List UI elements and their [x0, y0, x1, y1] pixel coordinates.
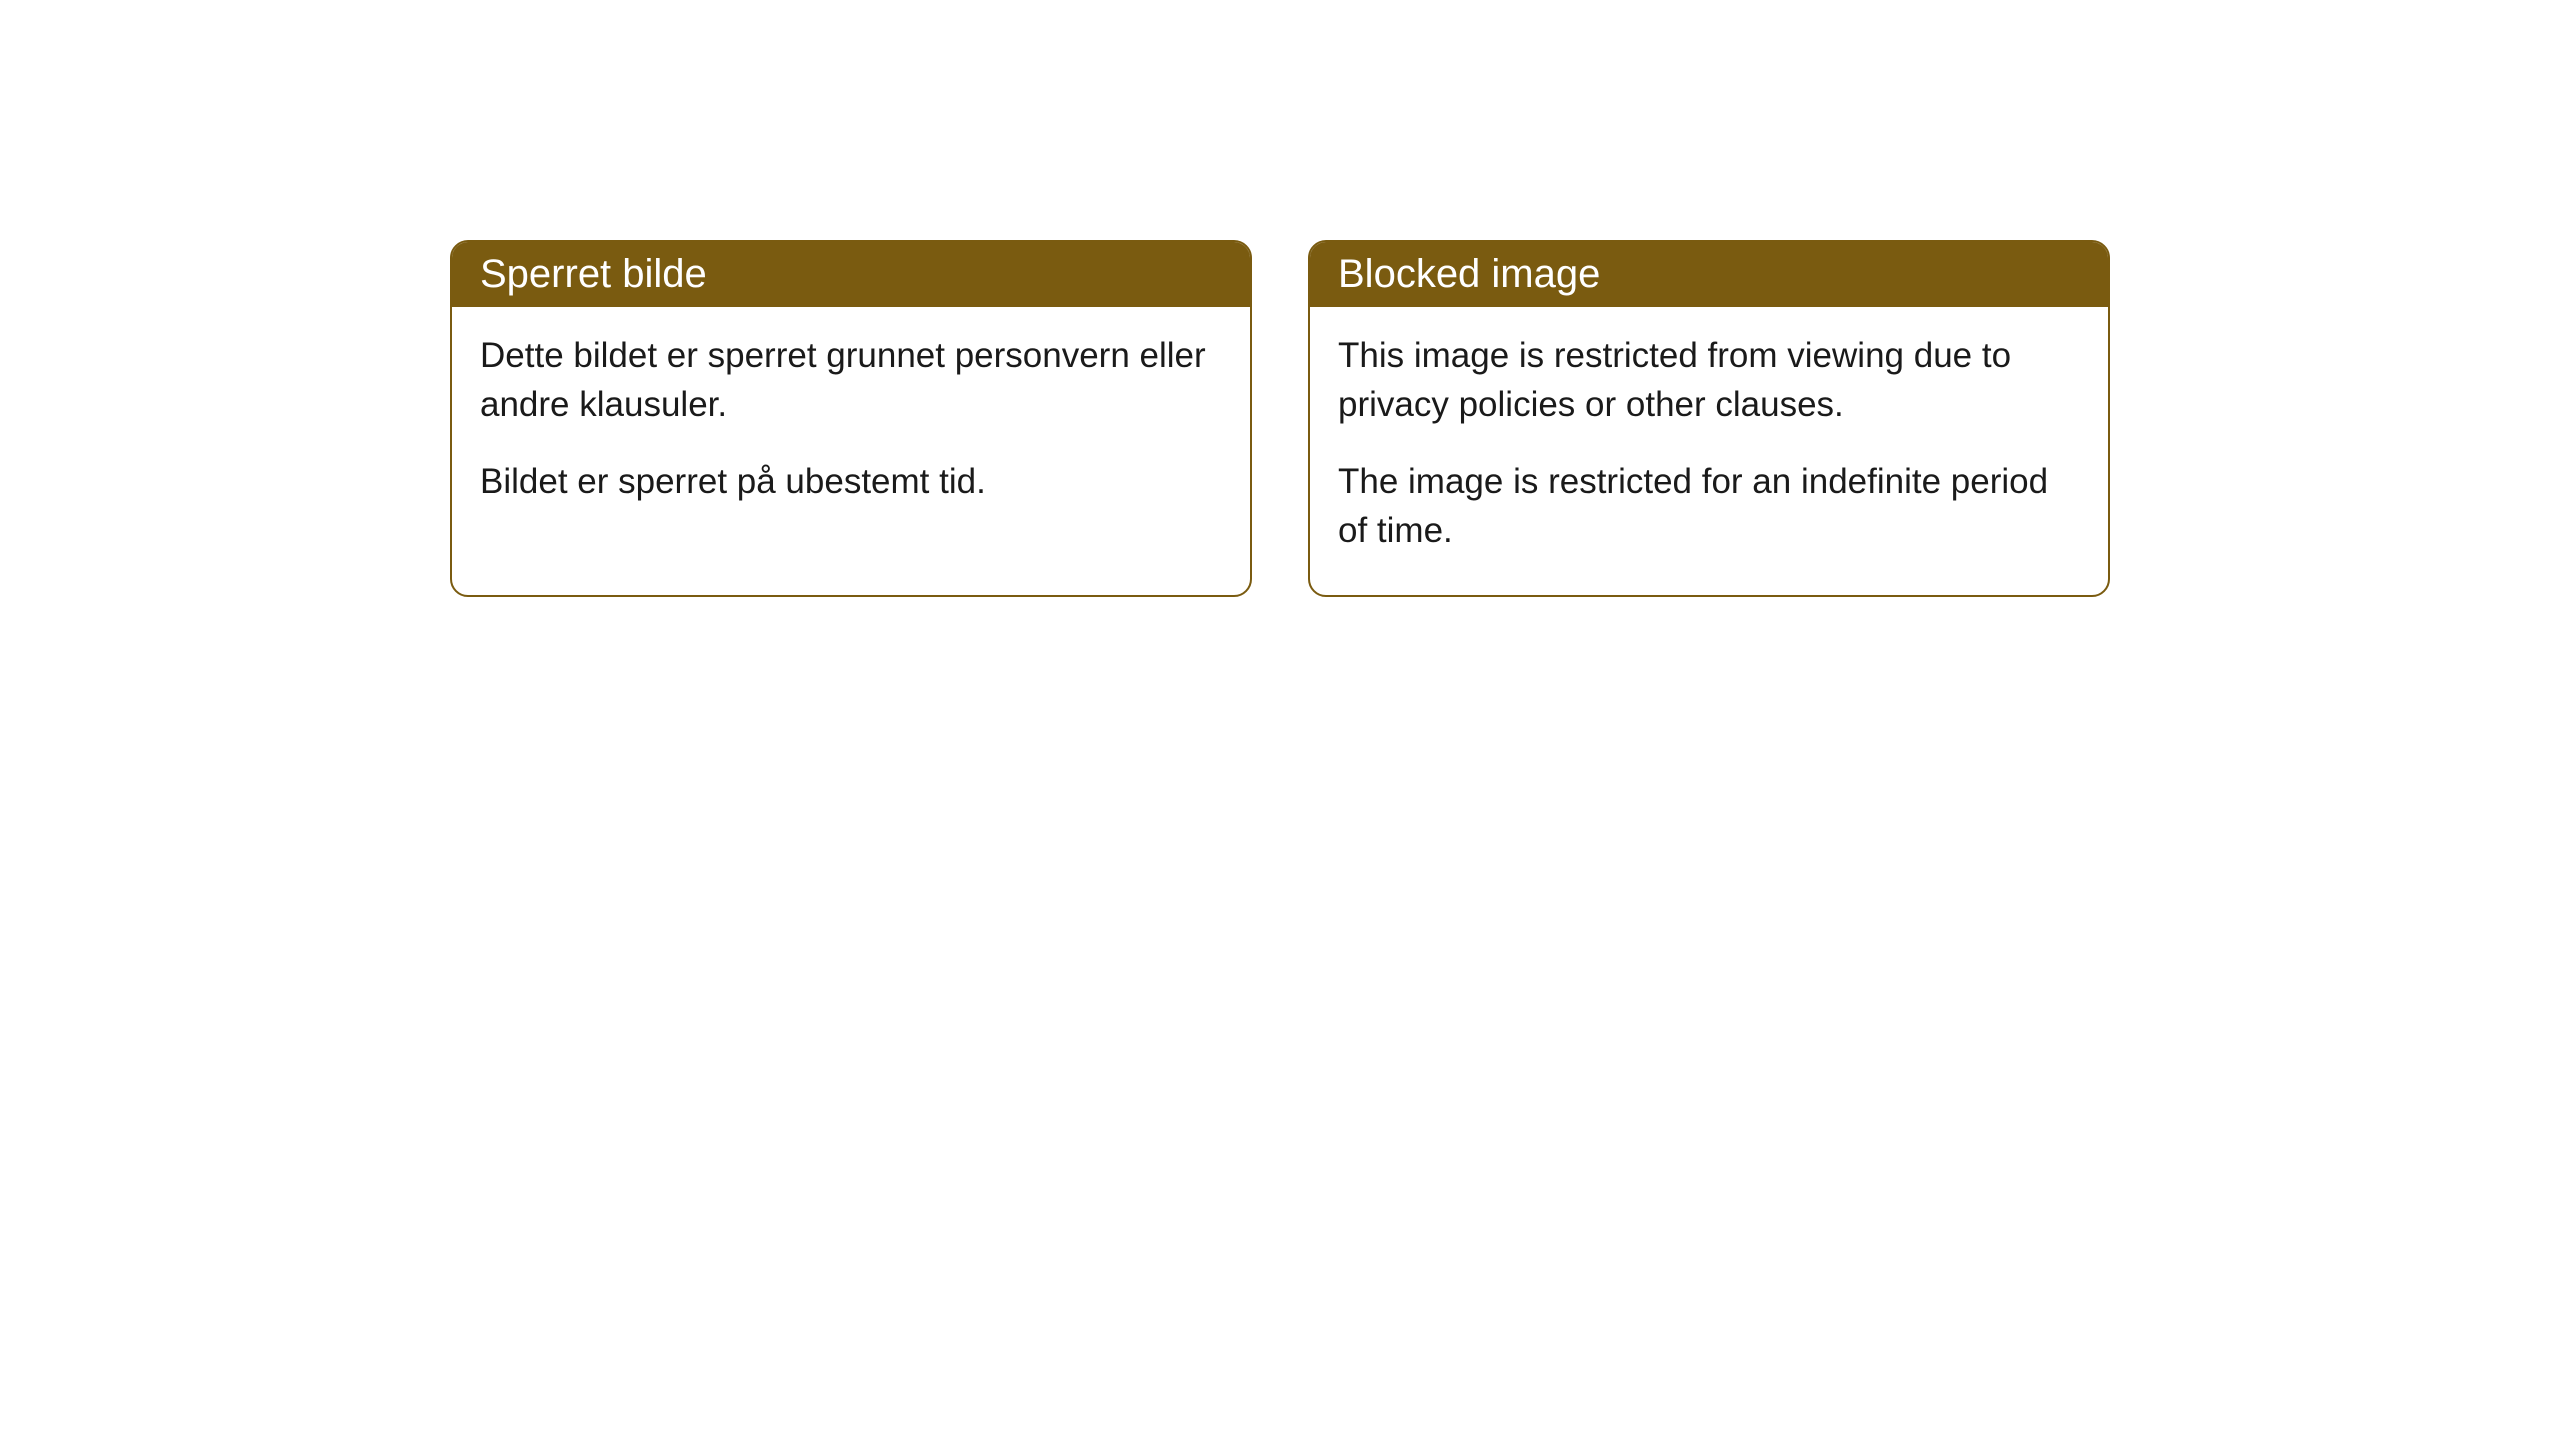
- card-paragraph: Bildet er sperret på ubestemt tid.: [480, 457, 1222, 506]
- card-header-norwegian: Sperret bilde: [452, 242, 1250, 307]
- card-paragraph: Dette bildet er sperret grunnet personve…: [480, 331, 1222, 429]
- card-body-norwegian: Dette bildet er sperret grunnet personve…: [452, 307, 1250, 546]
- card-paragraph: This image is restricted from viewing du…: [1338, 331, 2080, 429]
- card-paragraph: The image is restricted for an indefinit…: [1338, 457, 2080, 555]
- card-english: Blocked image This image is restricted f…: [1308, 240, 2110, 597]
- card-header-english: Blocked image: [1310, 242, 2108, 307]
- card-title: Sperret bilde: [480, 252, 707, 296]
- cards-container: Sperret bilde Dette bildet er sperret gr…: [450, 240, 2110, 597]
- card-title: Blocked image: [1338, 252, 1600, 296]
- card-norwegian: Sperret bilde Dette bildet er sperret gr…: [450, 240, 1252, 597]
- card-body-english: This image is restricted from viewing du…: [1310, 307, 2108, 595]
